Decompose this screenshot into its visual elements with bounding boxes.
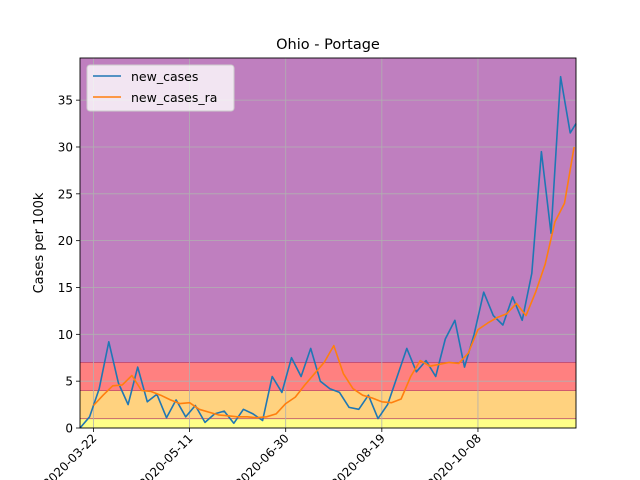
band-2: [80, 362, 576, 391]
legend-box: [86, 64, 235, 112]
x-tick-label-2020-08-19: 2020-08-19: [329, 431, 388, 480]
y-tick-label-5: 5: [65, 375, 73, 389]
x-tick-label-2020-05-11: 2020-05-11: [136, 431, 195, 480]
series-line-new-cases-ra: [92, 146, 575, 419]
x-tick-label-2020-03-22: 2020-03-22: [40, 431, 99, 480]
y-tick-label-30: 30: [58, 140, 73, 154]
chart-title: Ohio - Portage: [276, 37, 380, 53]
y-axis-label: Cases per 100k: [32, 192, 47, 293]
band-0: [80, 418, 576, 428]
risk-bands: [80, 58, 576, 428]
y-tick-label-35: 35: [58, 94, 73, 108]
x-tick-label-2020-06-30: 2020-06-30: [233, 431, 292, 480]
plot-frame: [79, 57, 577, 429]
legend-label-new-cases-ra: new_cases_ra: [131, 90, 217, 105]
y-axis: 0 5 10 15 20 25 30 35: [58, 94, 80, 436]
y-tick-label-15: 15: [58, 281, 73, 295]
y-tick-label-10: 10: [58, 328, 73, 342]
y-tick-label-0: 0: [65, 422, 73, 436]
x-tick-label-2020-10-08: 2020-10-08: [425, 431, 484, 480]
x-axis: 2020-03-22 2020-05-11 2020-06-30 2020-08-19…: [40, 428, 484, 480]
band-1: [80, 390, 576, 419]
y-tick-label-25: 25: [58, 187, 73, 201]
y-tick-label-20: 20: [58, 234, 73, 248]
legend: new_cases new_cases_ra: [86, 64, 235, 112]
series-lines: [79, 75, 577, 429]
legend-label-new-cases: new_cases: [131, 69, 198, 84]
grid: [80, 58, 576, 429]
